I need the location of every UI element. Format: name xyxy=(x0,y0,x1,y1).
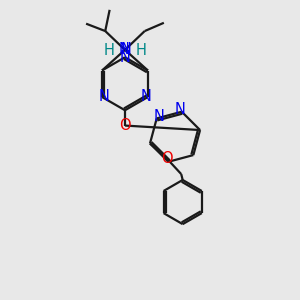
Text: N: N xyxy=(153,110,164,124)
Text: N: N xyxy=(119,42,130,57)
Text: N: N xyxy=(99,89,110,104)
Text: O: O xyxy=(161,151,173,166)
Text: H: H xyxy=(136,43,146,58)
Text: O: O xyxy=(119,118,131,133)
Text: N: N xyxy=(140,89,151,104)
Text: N: N xyxy=(175,102,186,117)
Text: N: N xyxy=(119,50,130,65)
Text: H: H xyxy=(103,43,115,58)
Text: N: N xyxy=(120,42,131,57)
